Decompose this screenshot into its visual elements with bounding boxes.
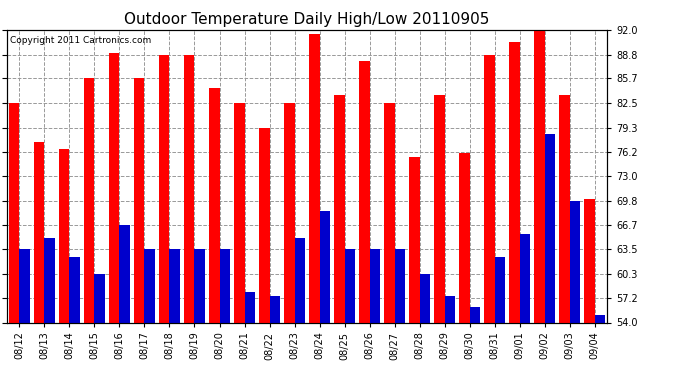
Bar (384, 103, 395, 322)
Bar (420, 274, 430, 322)
Bar (559, 95, 570, 322)
Bar (484, 55, 495, 322)
Text: Copyright 2011 Cartronics.com: Copyright 2011 Cartronics.com (10, 36, 151, 45)
Bar (595, 315, 605, 322)
Bar (395, 249, 405, 322)
Bar (570, 201, 580, 322)
Bar (270, 296, 280, 322)
Bar (34, 142, 44, 322)
Bar (144, 249, 155, 322)
Title: Outdoor Temperature Daily High/Low 20110905: Outdoor Temperature Daily High/Low 20110… (124, 12, 490, 27)
Bar (159, 55, 170, 322)
Bar (444, 296, 455, 322)
Bar (9, 103, 19, 322)
Bar (584, 200, 595, 322)
Bar (134, 78, 144, 322)
Bar (459, 153, 470, 322)
Bar (359, 61, 370, 322)
Bar (319, 211, 330, 322)
Bar (284, 103, 295, 322)
Bar (495, 257, 505, 322)
Bar (470, 307, 480, 322)
Bar (19, 249, 30, 322)
Bar (534, 30, 544, 322)
Bar (170, 249, 180, 322)
Bar (195, 249, 205, 322)
Bar (544, 134, 555, 322)
Bar (109, 53, 119, 322)
Bar (184, 55, 195, 322)
Bar (95, 274, 105, 322)
Bar (409, 157, 420, 322)
Bar (84, 78, 95, 322)
Bar (244, 292, 255, 322)
Bar (259, 128, 270, 322)
Bar (309, 34, 319, 322)
Bar (70, 257, 80, 322)
Bar (44, 238, 55, 322)
Bar (119, 225, 130, 322)
Bar (59, 149, 70, 322)
Bar (295, 238, 305, 322)
Bar (209, 88, 219, 322)
Bar (334, 95, 344, 322)
Bar (434, 95, 444, 322)
Bar (509, 42, 520, 322)
Bar (370, 249, 380, 322)
Bar (234, 103, 244, 322)
Bar (344, 249, 355, 322)
Bar (520, 234, 530, 322)
Bar (219, 249, 230, 322)
